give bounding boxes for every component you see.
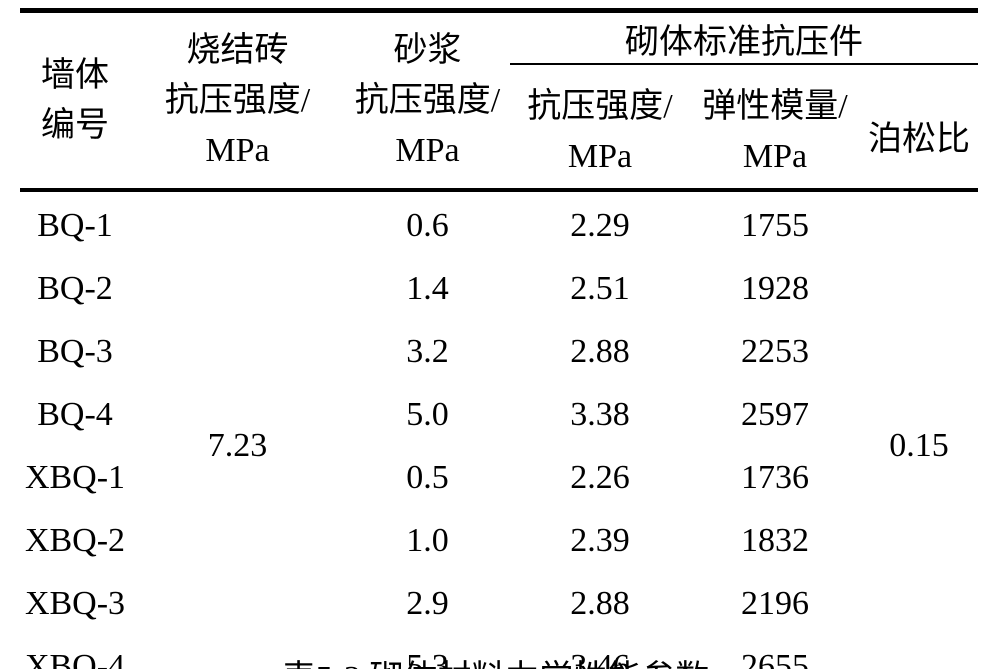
mortar-strength-cell: 1.4: [406, 269, 449, 307]
elastic-modulus-cell: 1736: [741, 458, 809, 496]
masonry-properties-table: 墙体 编号 烧结砖 抗压强度/ MPa 砂浆 抗压强度/ MPa 砌体标准抗压件…: [20, 8, 979, 669]
table-row: BQ-3 3.2 2.88 2253: [20, 318, 978, 381]
elastic-modulus-subheader-cell: 弹性模量/ MPa: [690, 64, 860, 192]
elastic-modulus-cell: 2253: [741, 332, 809, 370]
wall-id-cell: XBQ-4: [24, 647, 126, 669]
compressive-strength-cell: 2.51: [570, 269, 630, 307]
compressive-strength-cell: 2.39: [570, 521, 630, 559]
compressive-strength-cell: 2.29: [570, 206, 630, 244]
elastic-modulus-cell: 2655: [741, 647, 809, 669]
compressive-strength-cell: 3.38: [570, 395, 630, 433]
table-row: XBQ-1 0.5 2.26 1736: [20, 444, 978, 507]
mortar-strength-cell: 5.3: [406, 647, 449, 669]
header-group-row: 墙体 编号 烧结砖 抗压强度/ MPa 砂浆 抗压强度/ MPa 砌体标准抗压件: [20, 10, 979, 192]
wall-id-header-line2: 编号: [41, 106, 109, 144]
poisson-ratio-header-cell: 泊松比: [860, 64, 979, 192]
elastic-modulus-cell: 1928: [741, 269, 809, 307]
compressive-strength-cell: 2.88: [570, 584, 630, 622]
brick-strength-header-cell: 烧结砖 抗压强度/ MPa: [130, 10, 345, 192]
wall-id-cell: XBQ-1: [24, 458, 126, 496]
brick-strength-header-line3: MPa: [205, 131, 270, 169]
table-row: XBQ-4 5.3 3.46 2655: [20, 633, 978, 669]
compressive-strength-cell: 3.46: [570, 647, 630, 669]
wall-id-header-cell: 墙体 编号: [20, 10, 130, 192]
mortar-strength-cell: 0.5: [406, 458, 449, 496]
table-row: BQ-4 5.0 3.38 2597: [20, 381, 978, 444]
wall-id-cell: BQ-4: [37, 395, 113, 433]
wall-id-cell: XBQ-3: [24, 584, 126, 622]
brick-strength-header-line2: 抗压强度/: [164, 81, 311, 119]
mortar-strength-header-line3: MPa: [395, 131, 460, 169]
mortar-strength-header-line1: 砂浆: [393, 31, 462, 69]
compressive-strength-subheader-cell: 抗压强度/ MPa: [510, 64, 690, 192]
table-row: BQ-2 1.4 2.51 1928: [20, 255, 978, 318]
mortar-strength-header-line2: 抗压强度/: [354, 81, 501, 119]
table-row: XBQ-2 1.0 2.39 1832: [20, 507, 978, 570]
poisson-ratio-merged-cell: 0.15: [889, 427, 949, 464]
elastic-modulus-cell: 2196: [741, 584, 809, 622]
compressive-strength-cell: 2.26: [570, 458, 630, 496]
clipped-caption: 表5-2 砌体材料力学性能参数: [0, 657, 991, 669]
elastic-modulus-cell: 1755: [741, 206, 809, 244]
mortar-strength-cell: 3.2: [406, 332, 449, 370]
mortar-strength-cell: 2.9: [406, 584, 449, 622]
mortar-strength-cell: 1.0: [406, 521, 449, 559]
compressive-strength-cell: 2.88: [570, 332, 630, 370]
masonry-group-header-cell: 砌体标准抗压件: [510, 10, 979, 65]
wall-id-cell: XBQ-2: [24, 521, 126, 559]
wall-id-header-line1: 墙体: [41, 56, 109, 94]
table-row: XBQ-3 2.9 2.88 2196: [20, 570, 978, 633]
header-sub-row: 抗压强度/ MPa 弹性模量/ MPa 泊松比: [20, 64, 979, 192]
brick-strength-merged-cell: 7.23: [207, 427, 268, 464]
wall-id-cell: BQ-2: [37, 269, 113, 307]
table-row: BQ-1 7.23 0.6 2.29 1755 0.15: [20, 190, 978, 465]
elastic-modulus-cell: 1832: [741, 521, 809, 559]
compressive-subheader-line1: 抗压强度/: [527, 87, 673, 125]
elastic-modulus-cell: 2597: [741, 395, 809, 433]
compressive-subheader-line2: MPa: [567, 137, 633, 175]
wall-id-cell: BQ-1: [37, 206, 113, 244]
wall-id-cell: BQ-3: [37, 332, 113, 370]
modulus-subheader-line1: 弹性模量/: [702, 87, 848, 125]
mortar-strength-cell: 0.6: [406, 206, 449, 244]
mortar-strength-cell: 5.0: [406, 395, 449, 433]
mortar-strength-header-cell: 砂浆 抗压强度/ MPa: [345, 10, 510, 192]
modulus-subheader-line2: MPa: [742, 137, 808, 175]
brick-strength-header-line1: 烧结砖: [186, 31, 289, 69]
